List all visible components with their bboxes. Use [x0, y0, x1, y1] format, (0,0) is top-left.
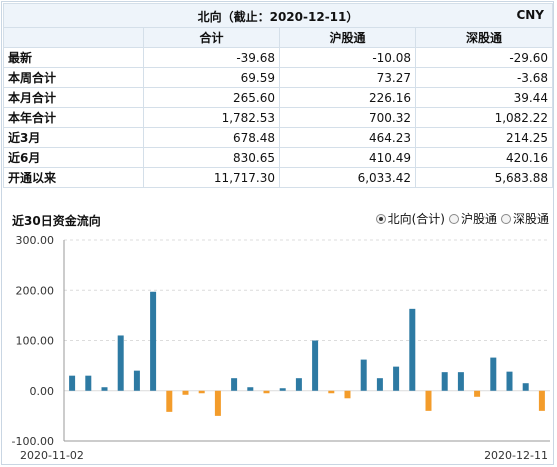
- cell-shenzhen: 1,082.22: [415, 107, 553, 128]
- bar: [522, 383, 529, 391]
- row-label: 开通以来: [3, 167, 144, 188]
- cell-total: 830.65: [143, 147, 280, 168]
- bar: [214, 390, 221, 416]
- table-row: 本周合计 69.59 73.27 -3.68: [3, 67, 553, 88]
- bar: [101, 387, 108, 391]
- y-tick-label: -100.00: [12, 435, 54, 448]
- column-header-total: 合计: [143, 27, 280, 48]
- table-row: 近3月 678.48 464.23 214.25: [3, 127, 553, 148]
- y-tick-label: 300.00: [16, 234, 55, 247]
- cell-shenzhen: -3.68: [415, 67, 553, 88]
- cell-shanghai: 226.16: [279, 87, 416, 108]
- bar: [360, 359, 367, 391]
- bar: [409, 308, 416, 391]
- bar: [231, 378, 238, 391]
- bar: [133, 370, 140, 391]
- radio-unselected-icon[interactable]: [500, 213, 511, 224]
- radio-label: 北向(合计): [387, 212, 445, 226]
- bar: [457, 372, 464, 391]
- bar: [279, 388, 286, 391]
- bar: [150, 291, 157, 391]
- bar: [182, 390, 189, 395]
- northbound-flow-table: 北向（截止：2020-12-11） CNY 合计 沪股通 深股通 最新 -39.…: [3, 3, 553, 188]
- bar: [474, 390, 481, 397]
- bar: [425, 390, 432, 411]
- cell-total: -39.68: [143, 47, 280, 68]
- row-label: 最新: [3, 47, 144, 68]
- bar: [85, 375, 92, 391]
- series-selector: 北向(合计) 沪股通 深股通: [375, 210, 549, 227]
- cell-total: 678.48: [143, 127, 280, 148]
- table-title-bar: 北向（截止：2020-12-11） CNY: [3, 3, 553, 28]
- table-row: 近6月 830.65 410.49 420.16: [3, 147, 553, 168]
- table-row: 开通以来 11,717.30 6,033.42 5,683.88: [3, 167, 553, 188]
- y-tick-label: 200.00: [16, 284, 55, 297]
- bar: [69, 375, 76, 391]
- table-row: 本年合计 1,782.53 700.32 1,082.22: [3, 107, 553, 128]
- bar: [376, 378, 383, 391]
- chart-title: 近30日资金流向: [12, 214, 101, 228]
- currency-label: CNY: [516, 8, 544, 22]
- cell-shenzhen: 5,683.88: [415, 167, 553, 188]
- bar: [166, 390, 173, 412]
- bar: [344, 390, 351, 399]
- cell-shenzhen: 420.16: [415, 147, 553, 168]
- radio-selected-icon[interactable]: [375, 213, 386, 224]
- bar: [441, 372, 448, 391]
- bar: [295, 378, 302, 391]
- bar: [117, 335, 124, 391]
- cell-shanghai: 700.32: [279, 107, 416, 128]
- bar: [247, 387, 254, 391]
- bar: [393, 366, 400, 391]
- bar: [312, 340, 319, 391]
- radio-unselected-icon[interactable]: [448, 213, 459, 224]
- bar: [538, 390, 545, 411]
- row-label: 近3月: [3, 127, 144, 148]
- cell-shanghai: -10.08: [279, 47, 416, 68]
- y-tick-label: 100.00: [16, 335, 55, 348]
- row-label: 本月合计: [3, 87, 144, 108]
- y-tick-label: 0.00: [30, 385, 55, 398]
- cell-total: 69.59: [143, 67, 280, 88]
- table-row: 最新 -39.68 -10.08 -29.60: [3, 47, 553, 68]
- cell-shanghai: 6,033.42: [279, 167, 416, 188]
- radio-shanghai-connect[interactable]: 沪股通: [448, 210, 497, 227]
- bar: [263, 390, 270, 394]
- cell-total: 1,782.53: [143, 107, 280, 128]
- bar: [328, 390, 335, 394]
- column-header-shanghai-connect: 沪股通: [279, 27, 416, 48]
- row-label: 近6月: [3, 147, 144, 168]
- cell-shanghai: 73.27: [279, 67, 416, 88]
- bar: [490, 357, 497, 391]
- cell-shenzhen: 214.25: [415, 127, 553, 148]
- radio-label: 深股通: [512, 212, 549, 226]
- cell-total: 11,717.30: [143, 167, 280, 188]
- table-row: 本月合计 265.60 226.16 39.44: [3, 87, 553, 108]
- row-label: 本周合计: [3, 67, 144, 88]
- radio-label: 沪股通: [460, 212, 497, 226]
- x-end-label: 2020-12-11: [484, 449, 548, 462]
- radio-northbound-total[interactable]: 北向(合计): [375, 210, 445, 227]
- cell-shanghai: 464.23: [279, 127, 416, 148]
- bar: [506, 371, 513, 391]
- column-header-shenzhen-connect: 深股通: [415, 27, 553, 48]
- radio-shenzhen-connect[interactable]: 深股通: [500, 210, 549, 227]
- x-start-label: 2020-11-02: [20, 449, 84, 462]
- table-title: 北向（截止：2020-12-11）: [197, 10, 359, 24]
- row-label: 本年合计: [3, 107, 144, 128]
- cell-total: 265.60: [143, 87, 280, 108]
- column-header-label: [3, 27, 144, 48]
- cell-shenzhen: -29.60: [415, 47, 553, 68]
- bar: [198, 390, 205, 394]
- cell-shenzhen: 39.44: [415, 87, 553, 108]
- cell-shanghai: 410.49: [279, 147, 416, 168]
